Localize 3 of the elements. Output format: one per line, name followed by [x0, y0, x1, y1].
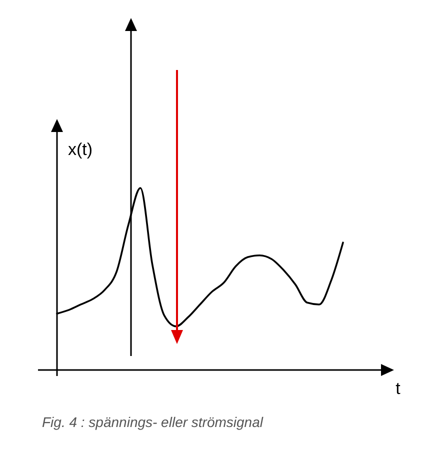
- y-axis-title: x(t): [68, 140, 93, 159]
- x-axis-title: t: [396, 379, 401, 398]
- caption: Fig. 4 : spännings- eller strömsignal: [42, 414, 264, 430]
